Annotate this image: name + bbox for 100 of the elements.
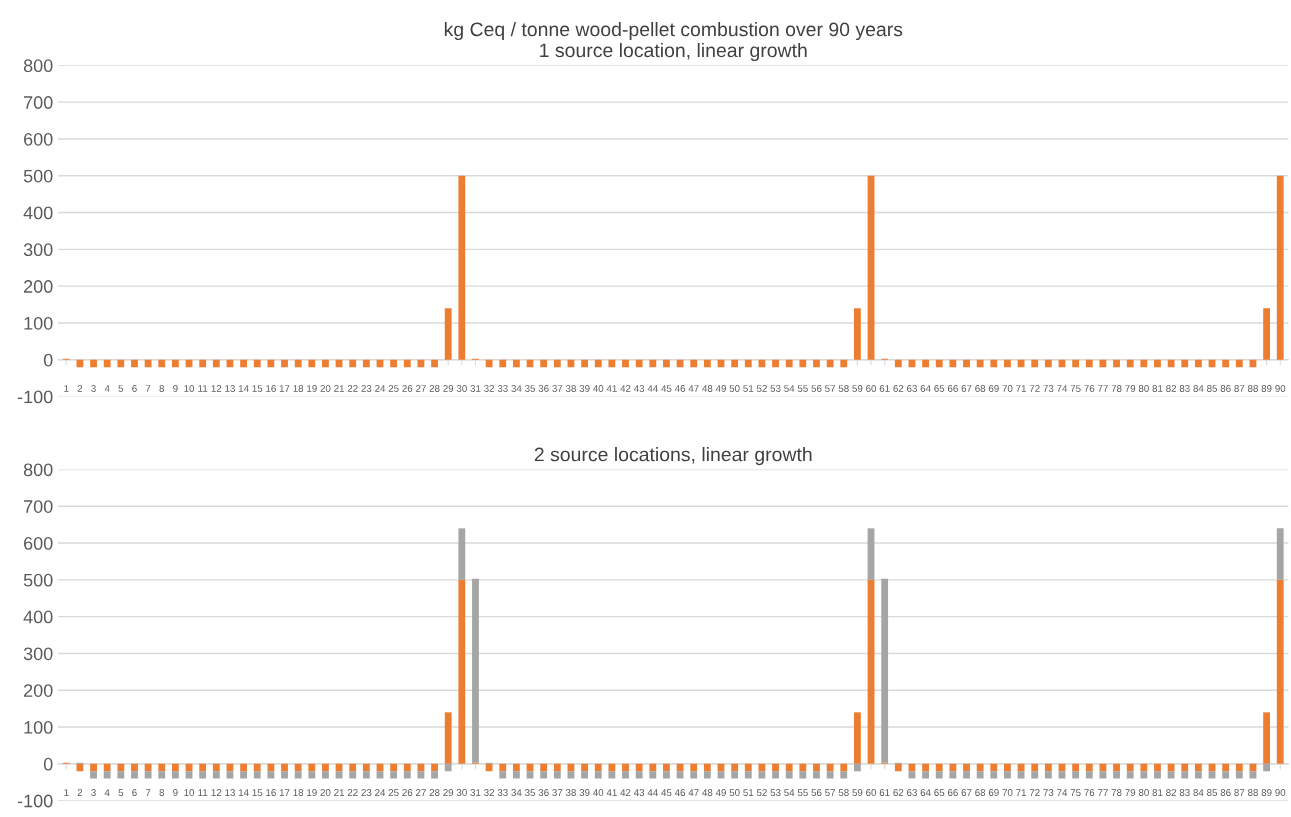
bar [1113, 771, 1120, 779]
bar [1263, 308, 1270, 360]
bar [840, 771, 848, 779]
bar [717, 771, 725, 779]
x-tick-label: 55 [797, 385, 808, 392]
bar [690, 771, 698, 779]
y-tick-label: 400 [23, 206, 53, 220]
bar [990, 771, 998, 779]
x-tick-label: 53 [770, 385, 781, 392]
y-tick-label: 500 [23, 573, 53, 587]
x-tick-label: 49 [715, 385, 726, 392]
chart-title: 2 source locations, linear growth [534, 447, 812, 466]
x-tick-label: 16 [266, 789, 276, 796]
x-tick-label: 21 [334, 789, 345, 796]
x-tick-label: 76 [1084, 789, 1095, 796]
bar [758, 771, 766, 779]
x-tick-label: 26 [402, 789, 413, 796]
x-tick-label: 82 [1166, 385, 1177, 392]
x-tick-label: 28 [429, 789, 440, 796]
x-tick-label: 5 [118, 385, 124, 392]
y-tick-label: 100 [24, 316, 53, 330]
x-tick-label: 58 [838, 789, 849, 796]
x-tick-label: 79 [1125, 789, 1136, 796]
x-tick-label: 90 [1275, 385, 1286, 392]
x-tick-label: 4 [104, 789, 110, 796]
x-tick-label: 40 [593, 385, 604, 392]
x-tick-label: 13 [225, 789, 235, 796]
x-tick-label: 83 [1179, 385, 1190, 392]
x-tick-label: 51 [743, 789, 754, 796]
x-tick-label: 13 [225, 385, 235, 392]
x-tick-label: 48 [702, 385, 713, 392]
bar [1099, 771, 1107, 779]
bar [853, 308, 861, 360]
x-tick-label: 33 [497, 385, 508, 392]
x-tick-label: 17 [279, 789, 290, 796]
x-tick-label: 51 [743, 385, 754, 392]
x-tick-label: 70 [1002, 789, 1013, 796]
x-tick-label: 56 [811, 789, 822, 796]
x-tick-label: 89 [1261, 789, 1272, 796]
bar [540, 771, 548, 779]
x-tick-label: 47 [688, 789, 699, 796]
bar [458, 528, 466, 580]
y-tick-label: 300 [23, 647, 53, 661]
x-tick-label: 62 [893, 789, 904, 796]
x-tick-label: 17 [279, 385, 290, 392]
x-tick-label: 45 [661, 789, 672, 796]
y-tick-label: 300 [23, 243, 53, 257]
x-tick-label: 4 [104, 385, 110, 392]
x-tick-label: 35 [525, 789, 536, 796]
bar [1194, 771, 1202, 779]
bar [663, 771, 670, 779]
bar [1140, 771, 1148, 779]
x-tick-label: 76 [1084, 385, 1095, 392]
x-tick-label: 65 [934, 789, 945, 796]
y-tick-label: -100 [17, 390, 53, 404]
x-tick-label: 47 [688, 385, 699, 392]
x-tick-label: 50 [729, 385, 740, 392]
x-tick-label: 39 [579, 789, 590, 796]
x-tick-label: 54 [784, 385, 795, 392]
bar [1058, 771, 1066, 779]
x-tick-label: 84 [1193, 385, 1204, 392]
x-tick-label: 44 [647, 789, 658, 796]
x-tick-label: 63 [907, 385, 917, 392]
x-tick-label: 6 [132, 789, 137, 796]
bar [431, 771, 438, 779]
x-tick-label: 25 [388, 385, 399, 392]
x-tick-label: 14 [238, 789, 249, 796]
x-tick-label: 14 [238, 385, 249, 392]
bar [826, 771, 834, 779]
bar [1072, 771, 1080, 779]
x-tick-label: 84 [1193, 789, 1204, 796]
x-tick-label: 23 [361, 789, 372, 796]
bar [281, 771, 288, 779]
x-tick-label: 60 [866, 789, 877, 796]
x-tick-label: 16 [266, 385, 276, 392]
bar [622, 771, 629, 779]
x-tick-label: 60 [866, 385, 877, 392]
bar [1004, 771, 1011, 779]
x-tick-label: 64 [920, 789, 931, 796]
x-tick-label: 21 [334, 385, 345, 392]
bar [240, 771, 248, 779]
x-tick-label: 57 [825, 789, 836, 796]
bar [444, 308, 452, 360]
x-tick-label: 2 [77, 789, 83, 796]
x-tick-label: 55 [797, 789, 808, 796]
bar [212, 771, 220, 779]
bar [499, 771, 507, 779]
bar [158, 771, 166, 779]
bar [881, 578, 889, 763]
bar [458, 175, 466, 360]
bar [1276, 175, 1284, 360]
bar [335, 771, 343, 779]
x-tick-label: 90 [1275, 789, 1286, 796]
x-tick-label: 37 [552, 385, 563, 392]
x-tick-label: 89 [1261, 385, 1272, 392]
bar [799, 771, 807, 779]
x-tick-label: 52 [756, 789, 767, 796]
x-tick-label: 35 [525, 385, 536, 392]
x-tick-label: 43 [633, 789, 645, 796]
x-tick-label: 85 [1207, 789, 1218, 796]
